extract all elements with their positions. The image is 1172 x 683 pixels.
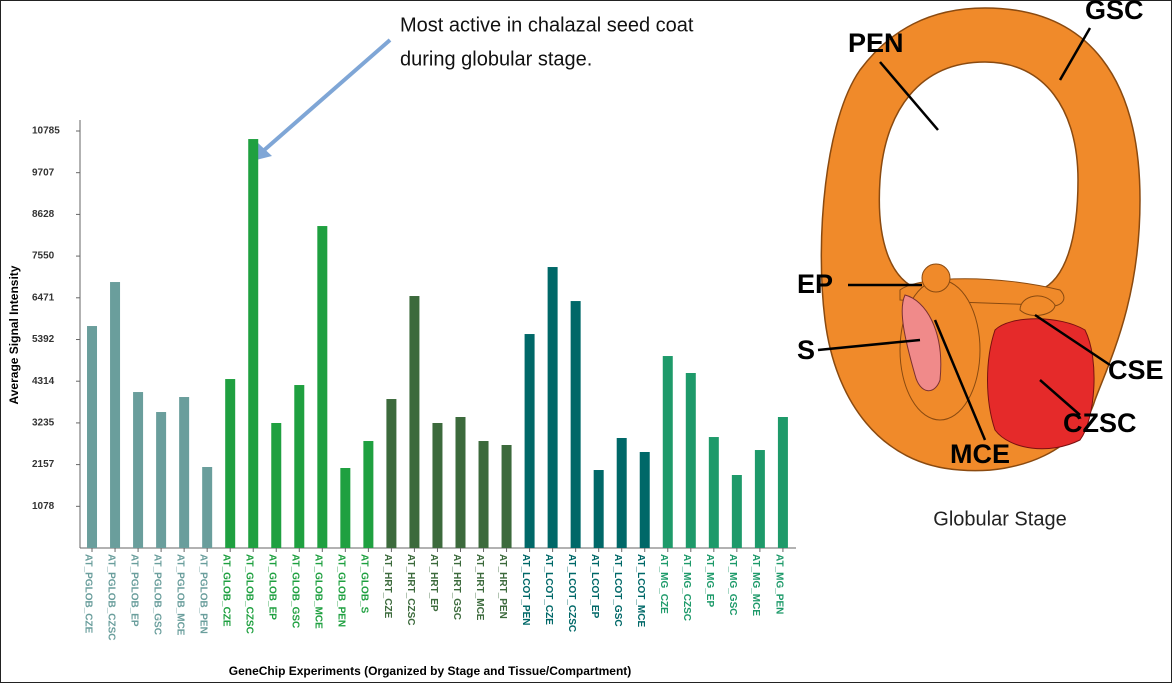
bar bbox=[479, 441, 489, 548]
diagram-label: GSC bbox=[1085, 0, 1144, 25]
bar bbox=[594, 470, 604, 548]
y-tick-label: 8628 bbox=[32, 209, 55, 220]
y-tick-label: 6471 bbox=[32, 292, 55, 303]
x-tick-label: AT_GLOB_MCE bbox=[313, 554, 324, 629]
page: Most active in chalazal seed coat during… bbox=[0, 0, 1172, 683]
x-tick-label: AT_MG_GSC bbox=[727, 554, 738, 616]
x-tick-label: AT_PGLOB_EP bbox=[128, 554, 139, 627]
x-tick-label: AT_HRT_GSC bbox=[451, 554, 462, 620]
bar bbox=[640, 452, 650, 548]
diagram-caption: Globular Stage bbox=[933, 508, 1066, 530]
y-tick-label: 5392 bbox=[32, 334, 55, 345]
y-tick-label: 9707 bbox=[32, 167, 55, 178]
y-axis-label: Average Signal Intensity bbox=[7, 265, 21, 404]
x-tick-label: AT_HRT_PEN bbox=[497, 554, 508, 619]
y-tick-label: 7550 bbox=[32, 251, 55, 262]
x-tick-label: AT_PGLOB_CZSC bbox=[105, 554, 116, 641]
bar bbox=[686, 373, 696, 548]
x-tick-label: AT_GLOB_EP bbox=[267, 554, 278, 620]
bar bbox=[317, 226, 327, 548]
x-tick-label: AT_GLOB_GSC bbox=[290, 554, 301, 628]
bar bbox=[571, 301, 581, 548]
bar bbox=[202, 467, 212, 548]
x-tick-label: AT_LCOT_EP bbox=[589, 554, 600, 619]
bar bbox=[409, 296, 419, 548]
y-tick-label: 4314 bbox=[32, 376, 55, 387]
bar bbox=[156, 412, 166, 548]
x-tick-label: AT_MG_PEN bbox=[773, 554, 784, 614]
x-tick-label: AT_LCOT_PEN bbox=[520, 554, 531, 626]
x-tick-label: AT_HRT_EP bbox=[428, 554, 439, 612]
x-tick-label: AT_GLOB_CZE bbox=[221, 554, 232, 627]
x-tick-label: AT_PGLOB_MCE bbox=[174, 554, 185, 636]
bar bbox=[248, 139, 258, 548]
x-tick-label: AT_GLOB_S bbox=[359, 554, 370, 614]
bar bbox=[294, 385, 304, 548]
diagram-label: CZSC bbox=[1063, 408, 1137, 438]
x-tick-label: AT_HRT_CZSC bbox=[405, 554, 416, 625]
x-tick-label: AT_GLOB_PEN bbox=[336, 554, 347, 627]
bar bbox=[110, 282, 120, 548]
y-tick-label: 10785 bbox=[32, 126, 60, 137]
x-tick-label: AT_LCOT_GSC bbox=[612, 554, 623, 627]
x-tick-label: AT_MG_CZSC bbox=[681, 554, 692, 621]
bar bbox=[363, 441, 373, 548]
y-tick-label: 3235 bbox=[32, 418, 55, 429]
bar bbox=[340, 468, 350, 548]
y-tick-label: 2157 bbox=[32, 459, 55, 470]
bar bbox=[455, 417, 465, 548]
x-tick-label: AT_LCOT_MCE bbox=[635, 554, 646, 627]
bar bbox=[502, 445, 512, 548]
bar bbox=[617, 438, 627, 548]
annotation: Most active in chalazal seed coat bbox=[400, 14, 694, 36]
y-tick-label: 1078 bbox=[32, 501, 55, 512]
bar bbox=[663, 356, 673, 548]
x-tick-label: AT_LCOT_CZSC bbox=[566, 554, 577, 632]
bar bbox=[87, 326, 97, 548]
x-tick-label: AT_LCOT_CZE bbox=[543, 554, 554, 625]
x-tick-label: AT_HRT_CZE bbox=[382, 554, 393, 619]
x-tick-label: AT_HRT_MCE bbox=[474, 554, 485, 621]
bar bbox=[179, 397, 189, 548]
bar bbox=[525, 334, 535, 548]
annotation: during globular stage. bbox=[400, 48, 592, 70]
x-tick-label: AT_GLOB_CZSC bbox=[244, 554, 255, 634]
x-tick-label: AT_MG_CZE bbox=[658, 554, 669, 614]
x-tick-label: AT_PGLOB_GSC bbox=[151, 554, 162, 635]
bar bbox=[778, 417, 788, 548]
bar bbox=[732, 475, 742, 548]
x-tick-label: AT_MG_EP bbox=[704, 554, 715, 607]
bar bbox=[755, 450, 765, 548]
bar bbox=[709, 437, 719, 548]
bar bbox=[432, 423, 442, 548]
diagram-label: PEN bbox=[848, 28, 904, 58]
bar bbox=[133, 392, 143, 548]
x-axis-label: GeneChip Experiments (Organized by Stage… bbox=[229, 664, 632, 678]
x-tick-label: AT_PGLOB_PEN bbox=[198, 554, 209, 634]
diagram-label: CSE bbox=[1108, 355, 1164, 385]
x-tick-label: AT_PGLOB_CZE bbox=[82, 554, 93, 634]
x-tick-label: AT_MG_MCE bbox=[750, 554, 761, 616]
diagram-label: S bbox=[797, 335, 815, 365]
bar bbox=[386, 399, 396, 548]
diagram-label: EP bbox=[797, 269, 833, 299]
bar bbox=[225, 379, 235, 548]
diagram-label: MCE bbox=[950, 439, 1010, 469]
bar bbox=[271, 423, 281, 548]
bar bbox=[548, 267, 558, 548]
